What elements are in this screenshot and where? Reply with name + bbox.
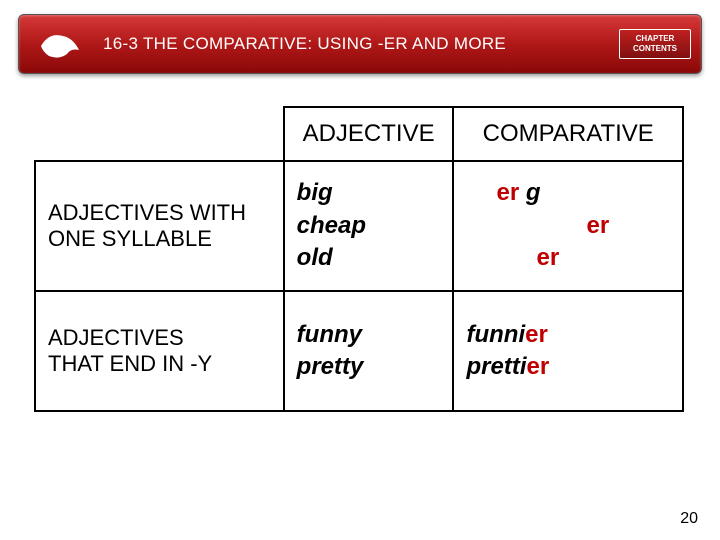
adj-funny: funny (297, 319, 441, 351)
adj-pretty: pretty (297, 351, 441, 383)
comp-cheaper: er (466, 210, 670, 242)
comparative-cell: funnier prettier (453, 291, 683, 411)
comp-older: er (466, 242, 670, 274)
header-bar: 16-3 THE COMPARATIVE: USING -ER AND MORE… (18, 14, 702, 74)
comparative-cell: er g er er (453, 161, 683, 291)
bird-icon (37, 26, 83, 62)
chapter-contents-line2: CONTENTS (633, 44, 677, 54)
grammar-table: ADJECTIVE COMPARATIVE ADJECTIVES WITH ON… (34, 106, 684, 412)
row-label-text: ADJECTIVES THAT END IN -Y (48, 325, 212, 376)
table-row: ADJECTIVES WITH ONE SYLLABLE big cheap o… (35, 161, 683, 291)
comp-bigger: er g (466, 177, 670, 209)
adjective-cell: big cheap old (284, 161, 454, 291)
page-number: 20 (680, 510, 698, 528)
adjective-cell: funny pretty (284, 291, 454, 411)
adj-old: old (297, 242, 441, 274)
comp-prettier: prettier (466, 351, 670, 383)
row-label-end-in-y: ADJECTIVES THAT END IN -Y (35, 291, 284, 411)
adj-cheap: cheap (297, 210, 441, 242)
chapter-contents-button[interactable]: CHAPTER CONTENTS (619, 29, 691, 59)
row-label-one-syllable: ADJECTIVES WITH ONE SYLLABLE (35, 161, 284, 291)
header-row: ADJECTIVE COMPARATIVE (35, 107, 683, 161)
empty-header (35, 107, 284, 161)
chapter-contents-line1: CHAPTER (636, 34, 675, 44)
adj-big: big (297, 177, 441, 209)
table-row: ADJECTIVES THAT END IN -Y funny pretty f… (35, 291, 683, 411)
slide-title: 16-3 THE COMPARATIVE: USING -ER AND MORE (103, 34, 506, 54)
col-comparative: COMPARATIVE (453, 107, 683, 161)
col-adjective: ADJECTIVE (284, 107, 454, 161)
row-label-text: ADJECTIVES WITH ONE SYLLABLE (48, 200, 246, 251)
comp-funnier: funnier (466, 319, 670, 351)
